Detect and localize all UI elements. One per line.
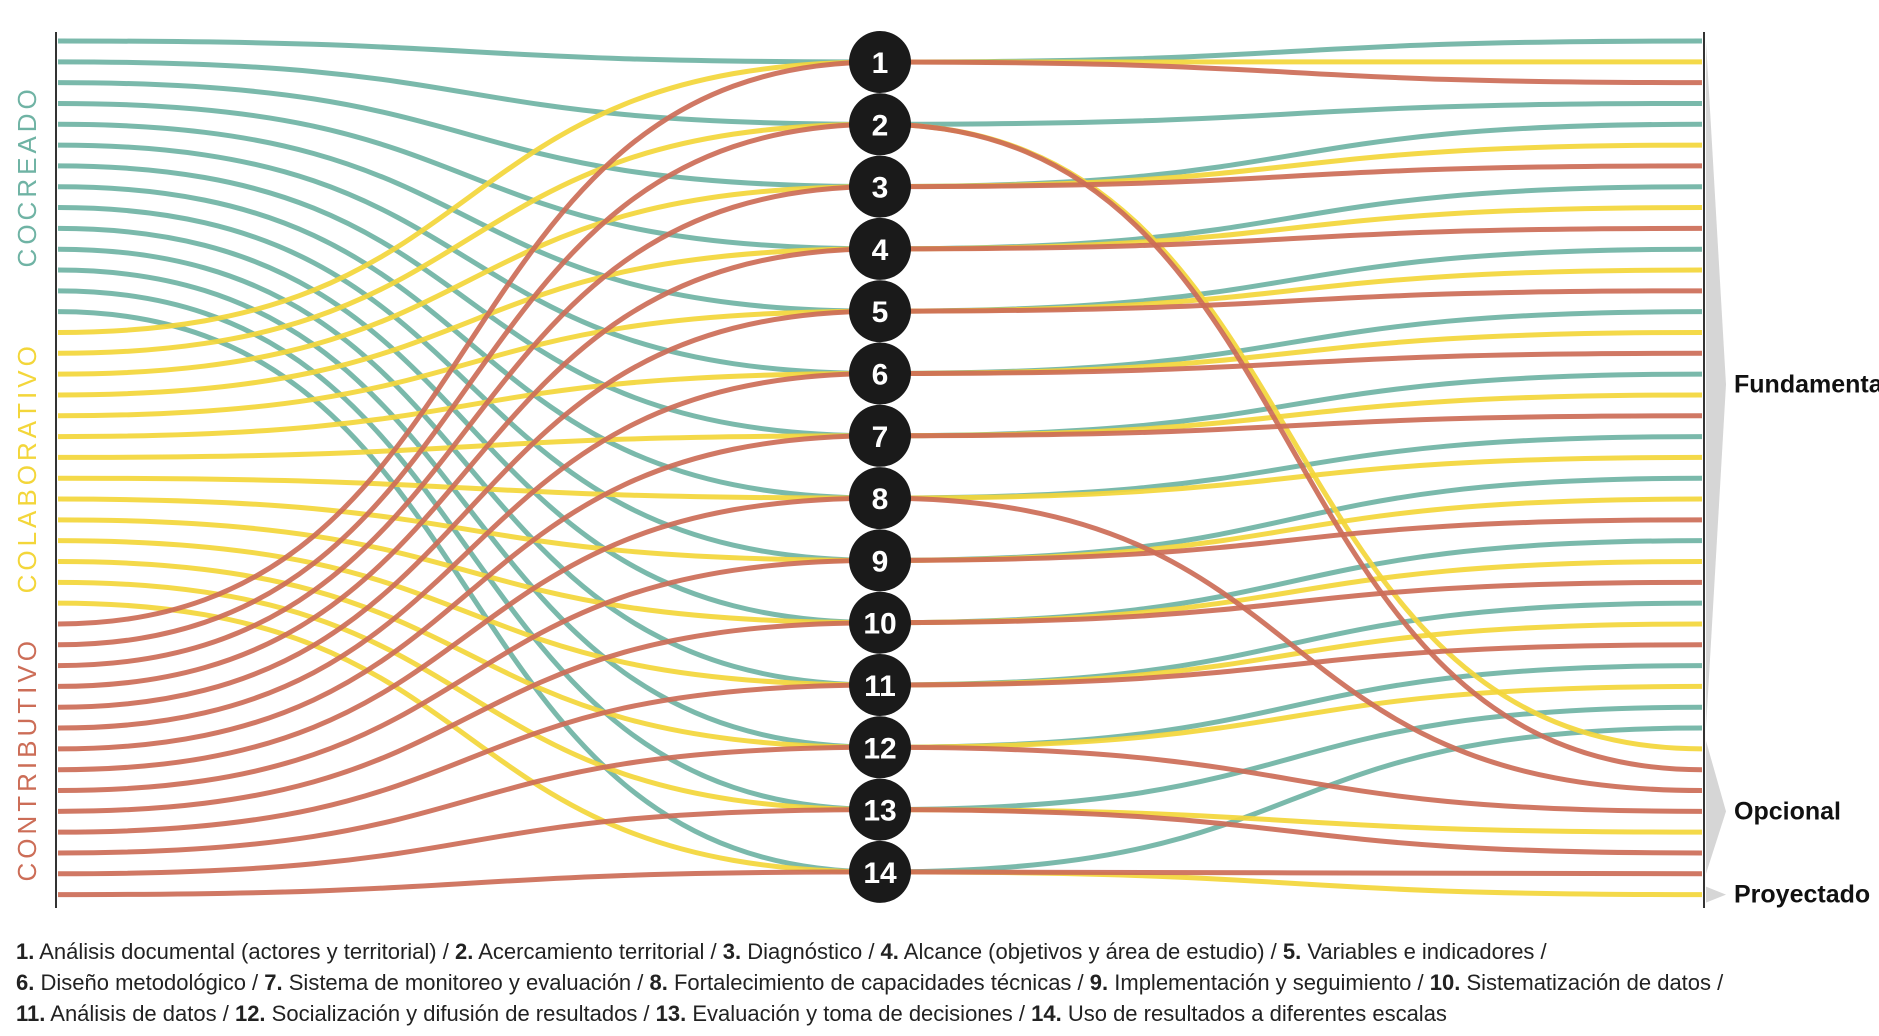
step-node-12: 12 — [849, 716, 911, 779]
legend-num-14: 14. — [1031, 1001, 1062, 1026]
step-node-12-circle — [849, 716, 911, 779]
step-node-10-circle — [849, 591, 911, 654]
fundamental-bracket — [1706, 41, 1726, 729]
flow-contributivo-6 — [57, 350, 1703, 731]
step-node-6-circle — [849, 342, 911, 405]
step-node-14-label: 14 — [863, 857, 897, 890]
legend-num-12: 12. — [234, 1001, 266, 1026]
step-node-7-circle — [849, 404, 911, 467]
category-label-cocreado: COCREADO — [12, 85, 42, 267]
step-node-10-label: 10 — [863, 608, 896, 641]
legend-text-1: Análisis documental (actores y territori… — [34, 939, 437, 964]
step-node-3-label: 3 — [872, 172, 889, 205]
legend-text-4: Alcance (objetivos y área de estudio) — [898, 939, 1265, 964]
step-node-10: 10 — [849, 591, 911, 654]
legend-num-10: 10. — [1429, 970, 1461, 995]
legend-num-8: 8. — [649, 970, 668, 995]
proyectado-bracket — [1706, 886, 1726, 903]
step-node-2-label: 2 — [872, 109, 889, 142]
legend-text-14: Uso de resultados a diferentes escalas — [1061, 1001, 1447, 1026]
legend-num-1: 1. — [16, 939, 35, 964]
step-node-5-label: 5 — [872, 296, 889, 329]
step-node-3: 3 — [849, 155, 911, 218]
step-node-4-label: 4 — [872, 234, 889, 267]
step-node-5-circle — [849, 280, 911, 343]
flow-contributivo-5 — [57, 288, 1703, 710]
step-node-4-circle — [849, 217, 911, 280]
step-node-3-circle — [849, 155, 911, 218]
legend-text-6: Diseño metodológico — [34, 970, 246, 995]
step-node-2-circle — [849, 93, 911, 156]
category-label-contributivo: CONTRIBUTIVO — [12, 637, 42, 881]
step-node-8-circle — [849, 467, 911, 530]
steps-legend: 1. Análisis documental (actores y territ… — [16, 939, 1724, 1026]
legend-num-9: 9. — [1089, 970, 1109, 995]
step-node-1-label: 1 — [872, 47, 889, 80]
step-node-8-label: 8 — [872, 483, 889, 516]
step-node-6-label: 6 — [872, 359, 889, 392]
step-node-5: 5 — [849, 280, 911, 343]
legend-num-3: 3. — [722, 939, 742, 964]
step-node-12-label: 12 — [863, 732, 896, 765]
step-node-13-circle — [849, 778, 911, 841]
legend-num-2: 2. — [454, 939, 474, 964]
legend-text-3: Diagnóstico — [741, 939, 863, 964]
flow-contributivo-1 — [57, 59, 1703, 627]
category-labels: COCREADO COLABORATIVO CONTRIBUTIVO — [12, 85, 42, 881]
legend-num-4: 4. — [880, 939, 899, 964]
step-node-9: 9 — [849, 529, 911, 592]
legend-num-13: 13. — [655, 1001, 687, 1026]
legend-text-8: Fortalecimiento de capacidades técnicas — [667, 970, 1072, 995]
outcome-label-opcional: Opcional — [1734, 797, 1841, 825]
legend-num-11: 11. — [16, 1001, 46, 1026]
step-node-7-label: 7 — [872, 421, 889, 454]
legend-text-7: Sistema de monitoreo y evaluación — [282, 970, 632, 995]
step-node-14: 14 — [849, 840, 911, 903]
outcome-label-proyectado: Proyectado — [1734, 881, 1870, 909]
flow-contributivo-3 — [57, 163, 1703, 669]
legend-text-2: Acercamiento territorial — [473, 939, 705, 964]
step-node-1-circle — [849, 31, 911, 93]
legend-num-7: 7. — [264, 970, 283, 995]
category-label-colaborativo: COLABORATIVO — [12, 342, 42, 593]
outcome-labels: Fundamental Opcional Proyectado — [1734, 371, 1879, 909]
legend-text-13: Evaluación y toma de decisiones — [686, 1001, 1013, 1026]
step-node-7: 7 — [849, 404, 911, 467]
legend-text-12: Socialización y difusión de resultados — [265, 1001, 638, 1026]
step-node-6: 6 — [849, 342, 911, 405]
opcional-bracket — [1706, 740, 1726, 874]
step-node-2: 2 — [849, 93, 911, 156]
step-node-14-circle — [849, 840, 911, 903]
flow-contributivo-7 — [57, 413, 1703, 752]
legend-num-6: 6. — [16, 970, 35, 995]
step-node-8: 8 — [849, 467, 911, 530]
outcome-bracket — [1706, 41, 1726, 903]
step-node-4: 4 — [849, 217, 911, 280]
step-node-11-label: 11 — [864, 670, 896, 703]
legend-text-10: Sistematización de datos — [1460, 970, 1712, 995]
step-node-13-label: 13 — [863, 795, 896, 828]
outcome-label-fundamental: Fundamental — [1734, 371, 1879, 399]
legend-text-11: Análisis de datos — [45, 1001, 217, 1026]
legend-num-5: 5. — [1282, 939, 1302, 964]
step-node-11-circle — [849, 654, 911, 716]
step-node-1: 1 — [849, 31, 911, 93]
legend-text-5: Variables e indicadores — [1301, 939, 1535, 964]
step-node-9-label: 9 — [872, 545, 889, 578]
step-node-13: 13 — [849, 778, 911, 841]
step-node-11: 11 — [849, 654, 911, 716]
legend-text-9: Implementación y seguimiento — [1108, 970, 1412, 995]
flow-contributivo-4 — [57, 225, 1703, 689]
step-node-9-circle — [849, 529, 911, 592]
